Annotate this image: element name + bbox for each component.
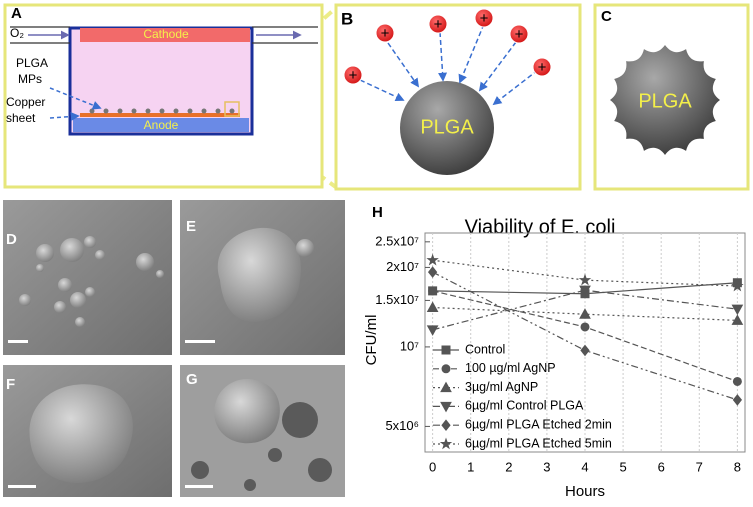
- legend-marker: [441, 364, 451, 374]
- svg-text:+: +: [434, 16, 443, 33]
- copper-label: sheet: [6, 111, 36, 125]
- legend-label: 100 µg/ml AgNP: [465, 361, 556, 375]
- series-line: [432, 259, 738, 287]
- chart: H Viability of E. coli Hours CFU/ml 0 1 2 3…: [363, 204, 746, 500]
- x-axis-label: Hours: [565, 483, 605, 500]
- legend-marker: [440, 401, 452, 413]
- data-point: [580, 322, 590, 332]
- series-line: [432, 306, 738, 322]
- svg-text:+: +: [538, 59, 547, 76]
- panel-label: C: [601, 8, 612, 25]
- data-point: [731, 279, 744, 292]
- data-point: [578, 273, 592, 286]
- sem-panel-g: G: [180, 365, 345, 497]
- data-point: [732, 394, 743, 406]
- chart-title: Viability of E. coli: [465, 216, 616, 238]
- series-line: [432, 289, 738, 331]
- sem-panel-e: E: [180, 200, 345, 355]
- legend-marker: [440, 381, 452, 393]
- data-point: [731, 314, 744, 325]
- data-point: [579, 285, 591, 297]
- legend-marker: [441, 345, 451, 355]
- panel-label: G: [186, 371, 198, 388]
- o2-label: O₂: [10, 26, 24, 40]
- particle-label: PLGA: [638, 90, 692, 112]
- panel-label: E: [186, 218, 196, 235]
- copper-label: Copper: [6, 95, 45, 109]
- data-point: [426, 253, 439, 266]
- data-point: [428, 286, 438, 296]
- x-tick-label: 7: [696, 459, 703, 474]
- legend-label: Control: [465, 342, 505, 356]
- panel-label: D: [6, 231, 17, 248]
- data-point: [731, 304, 744, 316]
- x-tick-label: 8: [734, 459, 741, 474]
- x-tick-label: 3: [543, 459, 550, 474]
- sem-panel-d: D: [3, 200, 172, 355]
- data-point: [426, 301, 439, 313]
- x-tick-label: 0: [429, 459, 436, 474]
- y-tick-label: 1.5x10⁷: [375, 292, 419, 307]
- legend-label: 6µg/ml PLGA Etched 5min: [465, 436, 612, 450]
- y-axis-label: CFU/ml: [363, 315, 380, 366]
- svg-text:+: +: [349, 67, 358, 84]
- y-tick-label: 10⁷: [400, 338, 419, 353]
- panel-c: C PLGA: [593, 3, 750, 191]
- x-tick-label: 4: [581, 459, 588, 474]
- x-tick-label: 1: [467, 459, 474, 474]
- data-point: [426, 325, 439, 336]
- plga-mps-label: PLGA: [16, 56, 48, 70]
- panel-label: B: [341, 9, 353, 28]
- data-point: [427, 266, 438, 278]
- panel-label: H: [372, 204, 383, 221]
- legend-label: 6µg/ml PLGA Etched 2min: [465, 417, 612, 431]
- x-tick-label: 6: [658, 459, 665, 474]
- data-point: [580, 344, 590, 357]
- svg-text:+: +: [381, 25, 390, 42]
- data-point: [732, 376, 742, 386]
- svg-text:+: +: [515, 26, 524, 43]
- data-point: [579, 308, 591, 319]
- y-tick-label: 2x10⁷: [386, 259, 419, 274]
- y-tick-label: 5x10⁶: [385, 418, 419, 433]
- legend-marker: [441, 419, 451, 432]
- x-tick-label: 5: [619, 459, 626, 474]
- plga-mps-label: MPs: [18, 72, 42, 86]
- sem-panel-f: F: [3, 365, 172, 497]
- cathode-label: Cathode: [143, 27, 189, 41]
- legend-marker: [439, 437, 453, 450]
- panel-b: + + + + + + B PLGA: [334, 3, 582, 191]
- svg-text:+: +: [480, 10, 489, 27]
- x-tick-label: 2: [505, 459, 512, 474]
- panel-label: F: [6, 376, 15, 393]
- y-tick-label: 2.5x10⁷: [375, 233, 419, 248]
- legend-label: 3µg/ml AgNP: [465, 380, 538, 394]
- legend-label: 6µg/ml Control PLGA: [465, 399, 584, 413]
- panel-a: A O₂ Cathode PLGA MPs Copper sheet Anode: [3, 3, 324, 189]
- particle-label: PLGA: [420, 116, 474, 138]
- anode-label: Anode: [144, 118, 179, 132]
- panel-label: A: [11, 5, 22, 22]
